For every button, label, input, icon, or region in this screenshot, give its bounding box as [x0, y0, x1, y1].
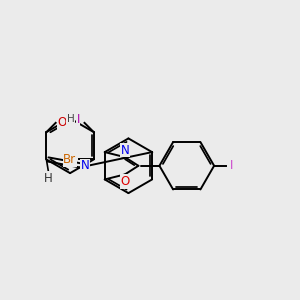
Text: Br: Br: [63, 153, 76, 166]
Text: N: N: [81, 159, 89, 172]
Text: N: N: [81, 159, 89, 172]
Text: H: H: [44, 172, 53, 185]
Text: I: I: [230, 159, 233, 172]
Text: O: O: [120, 175, 130, 188]
Text: N: N: [121, 143, 129, 157]
Text: O: O: [58, 116, 67, 129]
Text: H: H: [67, 114, 74, 124]
Text: I: I: [76, 113, 80, 126]
